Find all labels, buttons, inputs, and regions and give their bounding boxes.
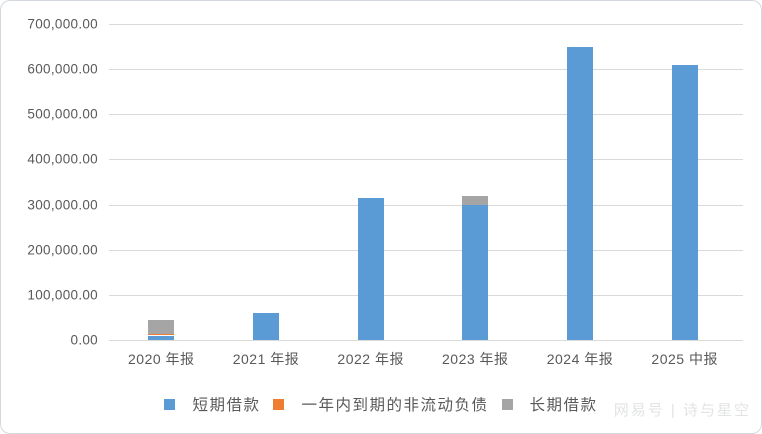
bar-segment-短期借款 bbox=[671, 64, 698, 340]
legend-label: 短期借款 bbox=[192, 397, 261, 414]
y-tick-label: 400,000.00 bbox=[27, 151, 98, 167]
x-category-label: 2025 中报 bbox=[651, 351, 718, 367]
x-category-label: 2024 年报 bbox=[546, 351, 614, 367]
legend-item: 长期借款 bbox=[501, 393, 598, 415]
legend-item: 短期借款 bbox=[164, 393, 260, 415]
gridline bbox=[109, 24, 743, 25]
y-tick-label: 300,000.00 bbox=[27, 197, 98, 213]
y-tick-label: 200,000.00 bbox=[27, 242, 98, 258]
gridline bbox=[109, 204, 743, 206]
bar-segment-短期借款 bbox=[567, 46, 593, 340]
x-category-label: 2022 年报 bbox=[337, 351, 404, 367]
bar-segment-短期借款 bbox=[253, 312, 279, 340]
gridline bbox=[109, 249, 743, 251]
bar-segment-长期借款 bbox=[462, 195, 489, 205]
legend-swatch-icon bbox=[273, 398, 285, 410]
gridline bbox=[109, 114, 743, 116]
gridline bbox=[109, 159, 743, 161]
y-tick-label: 100,000.00 bbox=[27, 287, 98, 303]
legend-swatch-icon bbox=[164, 398, 176, 410]
gridline bbox=[109, 294, 743, 296]
legend-item: 一年内到期的非流动负债 bbox=[273, 393, 488, 415]
x-category-label: 2023 年报 bbox=[442, 351, 509, 367]
x-category-label: 2021 年报 bbox=[232, 351, 300, 367]
bar-segment-一年内到期的非流动负债 bbox=[148, 333, 175, 336]
bar-segment-短期借款 bbox=[462, 204, 489, 340]
gridline bbox=[109, 69, 743, 71]
legend-swatch-icon bbox=[501, 398, 513, 410]
y-tick-label: 0.00 bbox=[70, 332, 98, 348]
legend-label: 长期借款 bbox=[529, 397, 598, 414]
y-tick-label: 600,000.00 bbox=[27, 61, 98, 77]
legend-label: 一年内到期的非流动负债 bbox=[301, 397, 489, 414]
legend: 短期借款 一年内到期的非流动负债 长期借款 bbox=[1, 394, 761, 414]
x-category-label: 2020 年报 bbox=[128, 351, 195, 367]
y-tick-label: 500,000.00 bbox=[27, 106, 98, 122]
gridline bbox=[109, 340, 743, 341]
y-tick-label: 700,000.00 bbox=[27, 16, 98, 32]
watermark: 网易号 | 诗与星空 bbox=[613, 402, 751, 419]
bar-segment-长期借款 bbox=[148, 319, 175, 334]
bar-segment-短期借款 bbox=[148, 335, 175, 340]
bar-segment-短期借款 bbox=[357, 197, 384, 340]
